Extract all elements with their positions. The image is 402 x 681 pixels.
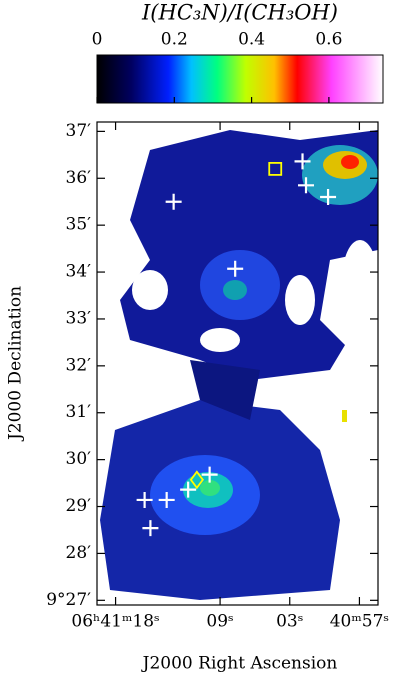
colorbar-tick-label: 0 [92,30,103,50]
source-cross [180,481,197,498]
source-cross [136,491,153,508]
source-cross [165,193,182,210]
source-cross [320,189,337,206]
y-tick-label: 34′ [66,262,92,282]
x-tick-label: 03ˢ [276,612,303,632]
source-cross [227,260,244,277]
source-cross [158,491,175,508]
source-cross [294,153,311,170]
y-axis-label: J2000 Declination [6,286,26,442]
source-square [268,161,283,176]
colorbar-tick-label: 0.6 [315,30,342,50]
y-tick-label: 35′ [66,215,92,235]
source-cross [142,520,159,537]
map-image [100,130,378,600]
x-tick-label: 06ʰ41ᵐ18ˢ [71,612,159,632]
y-tick-label: 37′ [66,121,92,141]
colorbar-tick-label: 0.4 [238,30,265,50]
plot-frame [96,121,379,606]
y-tick-label: 29′ [66,496,92,516]
y-tick-label: 30′ [66,449,92,469]
y-tick-label: 9°27′ [46,590,91,610]
y-tick-label: 31′ [66,402,92,422]
y-tick-label: 28′ [66,543,92,563]
source-cross [201,466,218,483]
x-tick-label: 09ˢ [206,612,233,632]
y-tick-label: 36′ [66,168,92,188]
colorbar-title: I(HC₃N)/I(CH₃OH) [141,1,338,25]
colorbar [96,54,384,104]
colorbar-tick-label: 0.2 [161,30,188,50]
y-tick-label: 33′ [66,308,92,328]
source-cross [298,177,315,194]
x-tick-label: 40ᵐ57ˢ [330,612,389,632]
source-diamond [189,470,204,490]
y-tick-label: 32′ [66,355,92,375]
x-axis-label: J2000 Right Ascension [141,654,338,674]
